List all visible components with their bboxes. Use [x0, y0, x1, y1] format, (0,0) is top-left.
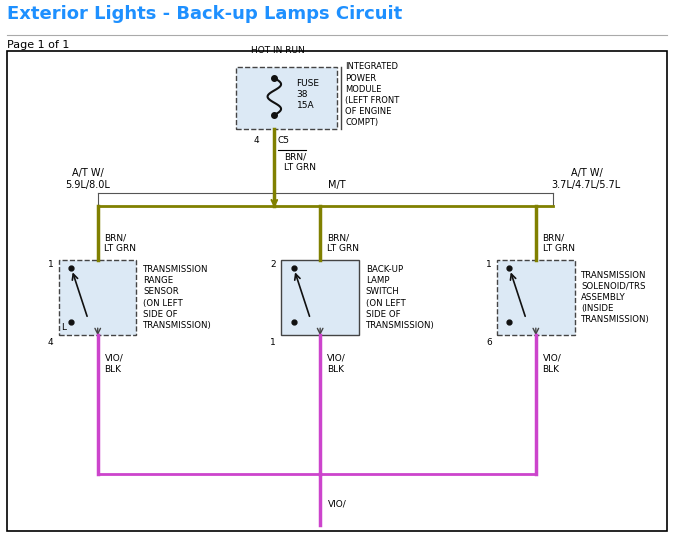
Text: 6: 6	[486, 338, 492, 347]
Text: VIO/
BLK: VIO/ BLK	[104, 354, 123, 374]
Text: FUSE
38
15A: FUSE 38 15A	[297, 79, 319, 110]
Text: INTEGRATED
POWER
MODULE
(LEFT FRONT
OF ENGINE
COMPT): INTEGRATED POWER MODULE (LEFT FRONT OF E…	[345, 63, 399, 127]
Text: BRN/
LT GRN: BRN/ LT GRN	[284, 152, 315, 172]
Text: 2: 2	[270, 260, 276, 269]
Text: 1: 1	[270, 338, 276, 347]
Text: C5: C5	[278, 136, 290, 145]
FancyBboxPatch shape	[282, 260, 359, 335]
Text: Exterior Lights - Back-up Lamps Circuit: Exterior Lights - Back-up Lamps Circuit	[7, 5, 402, 24]
Text: TRANSMISSION
RANGE
SENSOR
(ON LEFT
SIDE OF
TRANSMISSION): TRANSMISSION RANGE SENSOR (ON LEFT SIDE …	[144, 265, 212, 330]
Text: A/T W/
3.7L/4.7L/5.7L: A/T W/ 3.7L/4.7L/5.7L	[552, 168, 621, 190]
Text: 1: 1	[486, 260, 492, 269]
Text: BACK-UP
LAMP
SWITCH
(ON LEFT
SIDE OF
TRANSMISSION): BACK-UP LAMP SWITCH (ON LEFT SIDE OF TRA…	[365, 265, 435, 330]
Text: 4: 4	[48, 338, 53, 347]
Text: VIO/: VIO/	[328, 500, 347, 508]
Text: BRN/
LT GRN: BRN/ LT GRN	[104, 233, 136, 254]
Text: VIO/
BLK: VIO/ BLK	[543, 354, 561, 374]
FancyBboxPatch shape	[59, 260, 137, 335]
FancyBboxPatch shape	[236, 67, 337, 129]
Text: BRN/
LT GRN: BRN/ LT GRN	[543, 233, 574, 254]
Text: 4: 4	[254, 136, 259, 145]
Text: BRN/
LT GRN: BRN/ LT GRN	[327, 233, 359, 254]
Text: VIO/
BLK: VIO/ BLK	[327, 354, 346, 374]
Text: Page 1 of 1: Page 1 of 1	[7, 40, 69, 50]
Text: HOT IN RUN: HOT IN RUN	[251, 46, 305, 55]
Text: M/T: M/T	[328, 180, 346, 190]
Text: 1: 1	[48, 260, 53, 269]
Text: A/T W/
5.9L/8.0L: A/T W/ 5.9L/8.0L	[65, 168, 110, 190]
Text: TRANSMISSION
SOLENOID/TRS
ASSEMBLY
(INSIDE
TRANSMISSION): TRANSMISSION SOLENOID/TRS ASSEMBLY (INSI…	[581, 271, 650, 324]
FancyBboxPatch shape	[497, 260, 574, 335]
Text: L: L	[61, 323, 66, 332]
